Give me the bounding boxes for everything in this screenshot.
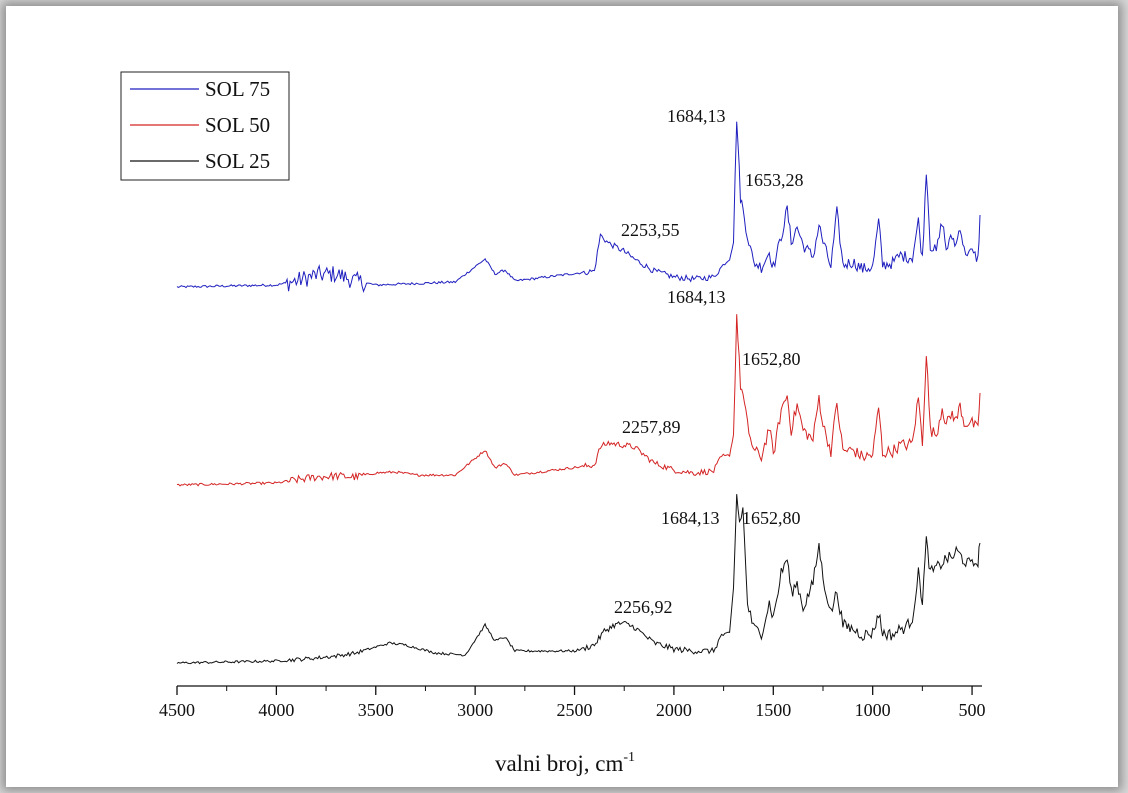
series-line-sol-25 (176, 494, 981, 665)
annotation-sol-25-peak-1652: 1652,80 (742, 508, 801, 528)
annotation-sol-75-peak-2253: 2253,55 (621, 220, 680, 240)
legend-label-sol-25: SOL 25 (205, 149, 270, 173)
legend: SOL 75 SOL 50 SOL 25 (120, 71, 290, 181)
legend-label-sol-75: SOL 75 (205, 77, 270, 101)
x-tick-label-4000: 4000 (258, 700, 294, 720)
x-axis-title-text: valni broj, cm (495, 751, 623, 776)
annotations: 1684,13 1653,28 2253,55 1684,13 1652,80 … (614, 106, 804, 617)
legend-label-sol-50: SOL 50 (205, 113, 270, 137)
annotation-sol-25-peak-2256: 2256,92 (614, 597, 673, 617)
series-line-sol-50 (176, 314, 981, 487)
x-axis-title-superscript: -1 (623, 750, 635, 765)
x-tick-label-1000: 1000 (855, 700, 891, 720)
x-tick-label-500: 500 (959, 700, 986, 720)
x-tick-label-2500: 2500 (557, 700, 593, 720)
x-axis-title: valni broj, cm-1 (495, 750, 635, 776)
annotation-sol-25-peak-1684: 1684,13 (661, 508, 720, 528)
x-tick-label-3500: 3500 (358, 700, 394, 720)
annotation-sol-50-peak-1652: 1652,80 (742, 349, 801, 369)
annotation-sol-50-peak-2257: 2257,89 (622, 417, 681, 437)
annotation-sol-75-peak-1653: 1653,28 (745, 170, 804, 190)
annotation-sol-50-peak-1684: 1684,13 (667, 287, 726, 307)
x-tick-label-1500: 1500 (755, 700, 791, 720)
annotation-sol-75-peak-1684: 1684,13 (667, 106, 726, 126)
x-axis: 4500 4000 3500 3000 2500 2000 1500 1000 500 (159, 685, 986, 720)
legend-box (120, 71, 290, 181)
x-tick-label-2000: 2000 (656, 700, 692, 720)
series-line-sol-75 (176, 121, 981, 294)
x-tick-label-4500: 4500 (159, 700, 195, 720)
x-tick-label-3000: 3000 (457, 700, 493, 720)
